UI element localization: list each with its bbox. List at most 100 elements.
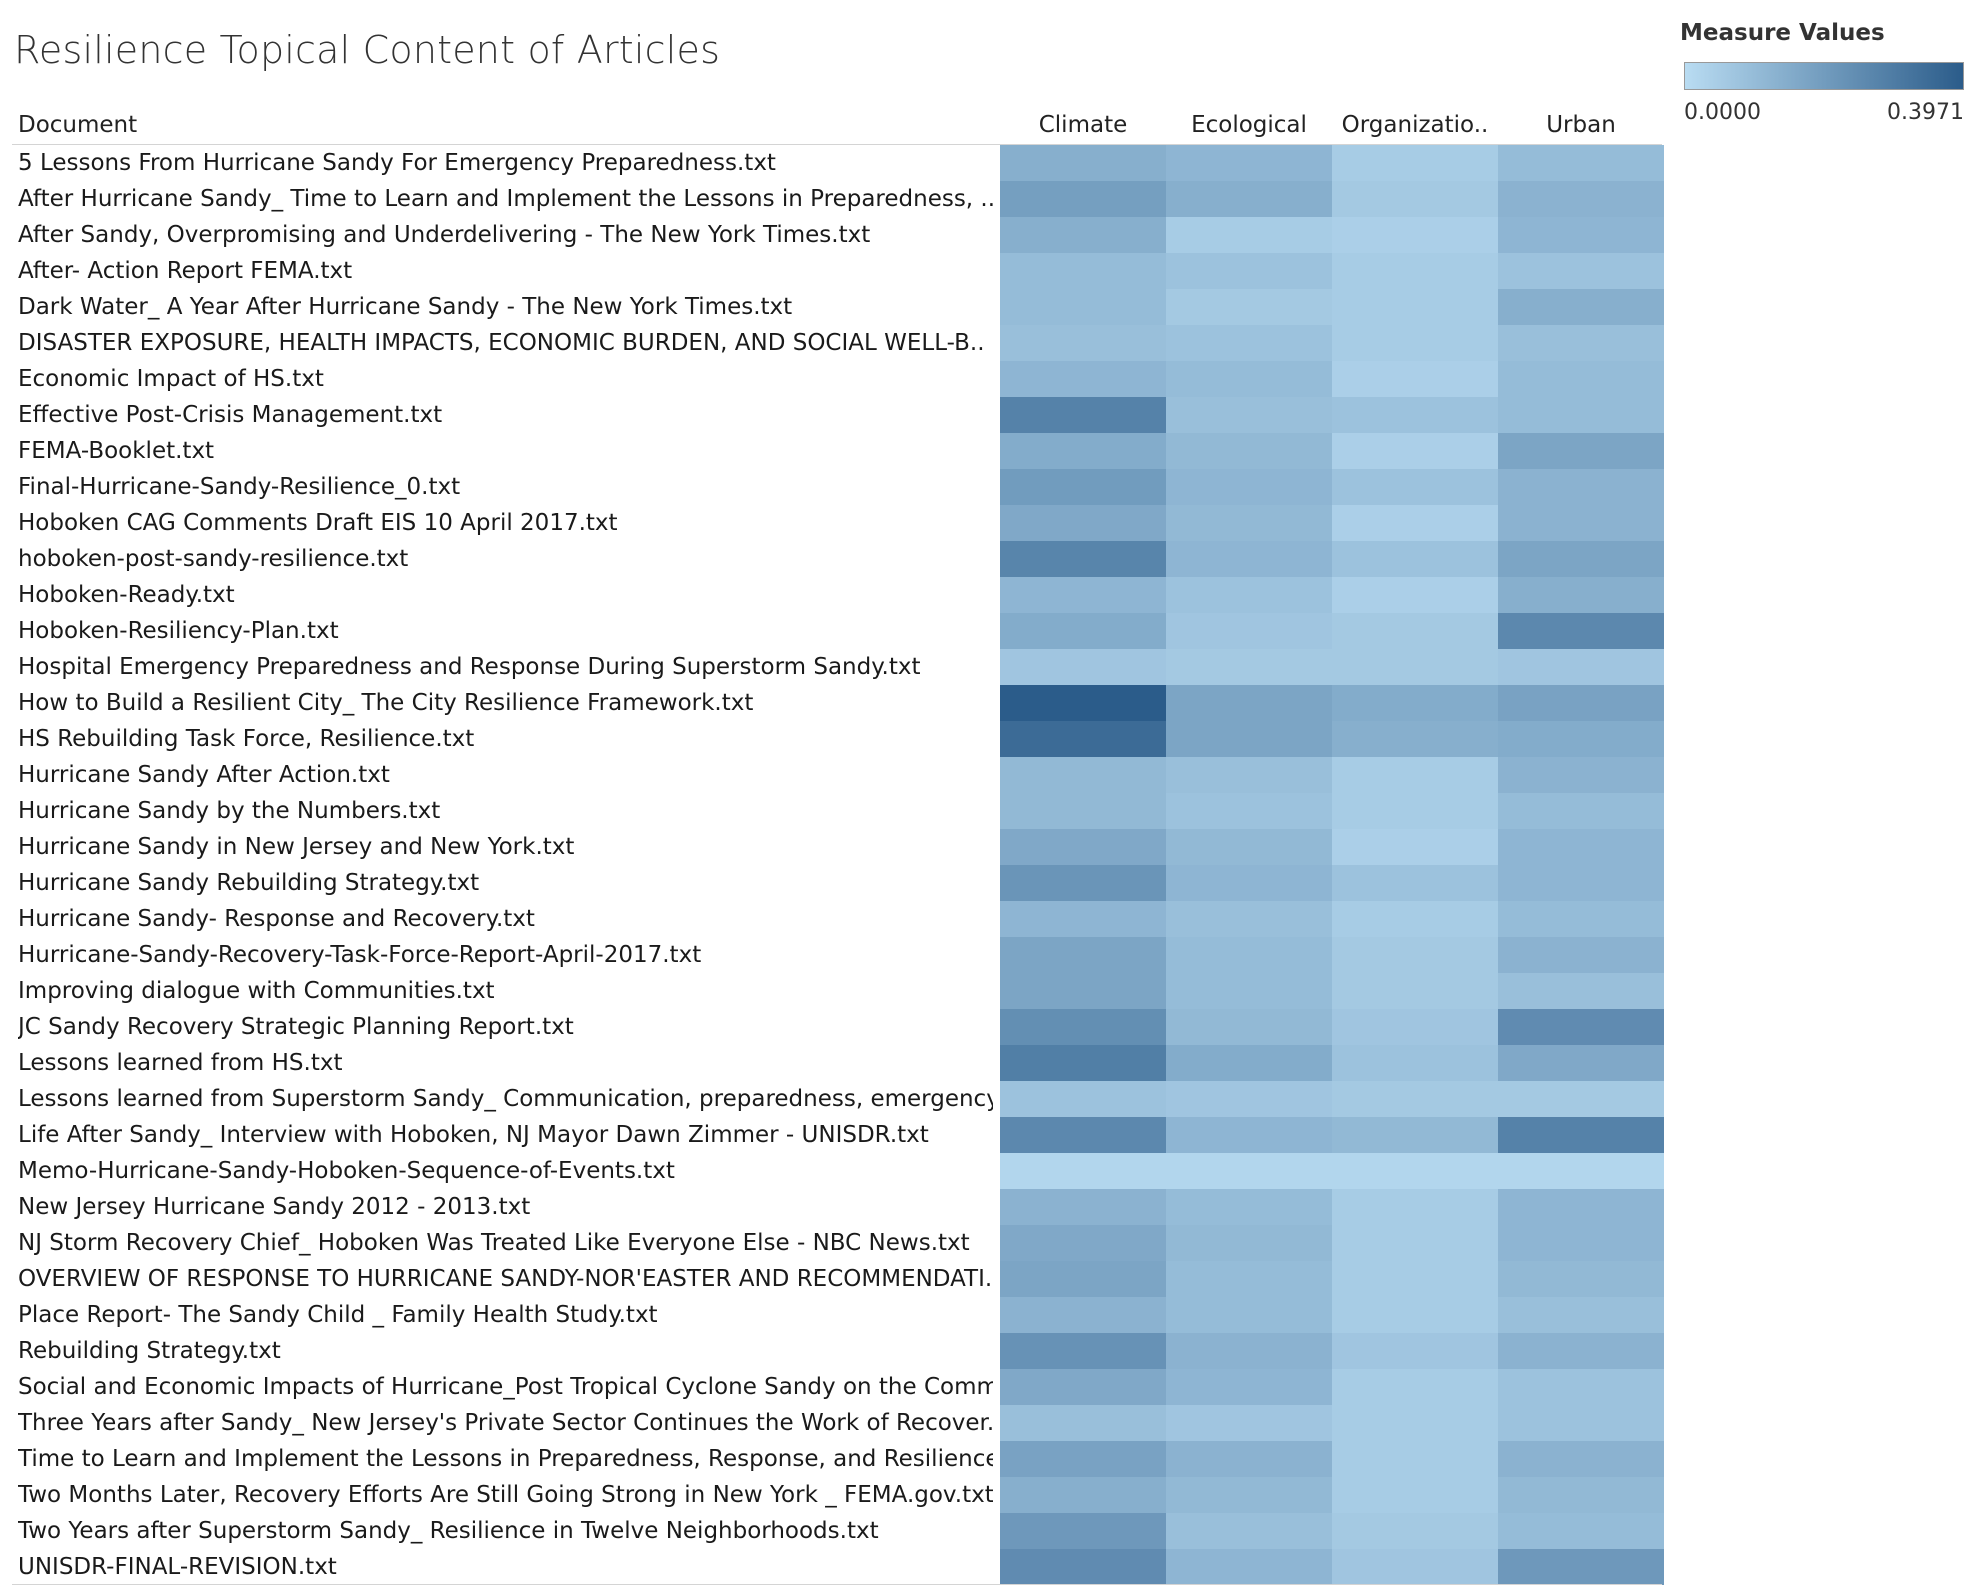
heatmap-cell[interactable] xyxy=(1332,1261,1498,1297)
heatmap-cell[interactable] xyxy=(1332,1117,1498,1153)
heatmap-cell[interactable] xyxy=(1166,1441,1332,1477)
heatmap-cell[interactable] xyxy=(1332,1189,1498,1225)
heatmap-cell[interactable] xyxy=(1332,937,1498,973)
heatmap-cell[interactable] xyxy=(1332,577,1498,613)
heatmap-cell[interactable] xyxy=(1332,469,1498,505)
heatmap-cell[interactable] xyxy=(1166,1369,1332,1405)
heatmap-cell[interactable] xyxy=(1498,1405,1664,1441)
heatmap-cell[interactable] xyxy=(1332,649,1498,685)
heatmap-cell[interactable] xyxy=(1166,973,1332,1009)
heatmap-cell[interactable] xyxy=(1332,361,1498,397)
heatmap-cell[interactable] xyxy=(1332,1153,1498,1189)
heatmap-cell[interactable] xyxy=(1000,1549,1166,1585)
heatmap-cell[interactable] xyxy=(1166,1297,1332,1333)
heatmap-cell[interactable] xyxy=(1498,1117,1664,1153)
heatmap-cell[interactable] xyxy=(1166,1513,1332,1549)
heatmap-cell[interactable] xyxy=(1166,505,1332,541)
heatmap-cell[interactable] xyxy=(1332,253,1498,289)
heatmap-cell[interactable] xyxy=(1166,865,1332,901)
heatmap-cell[interactable] xyxy=(1332,865,1498,901)
heatmap-cell[interactable] xyxy=(1332,901,1498,937)
heatmap-cell[interactable] xyxy=(1000,1513,1166,1549)
heatmap-cell[interactable] xyxy=(1000,1369,1166,1405)
heatmap-cell[interactable] xyxy=(1166,1081,1332,1117)
heatmap-cell[interactable] xyxy=(1498,433,1664,469)
heatmap-cell[interactable] xyxy=(1498,1045,1664,1081)
heatmap-cell[interactable] xyxy=(1498,145,1664,181)
heatmap-cell[interactable] xyxy=(1000,1441,1166,1477)
heatmap-cell[interactable] xyxy=(1000,1189,1166,1225)
heatmap-cell[interactable] xyxy=(1332,1549,1498,1585)
heatmap-cell[interactable] xyxy=(1332,505,1498,541)
heatmap-cell[interactable] xyxy=(1166,1477,1332,1513)
heatmap-cell[interactable] xyxy=(1498,973,1664,1009)
heatmap-cell[interactable] xyxy=(1000,1405,1166,1441)
heatmap-cell[interactable] xyxy=(1498,649,1664,685)
heatmap-cell[interactable] xyxy=(1166,757,1332,793)
heatmap-cell[interactable] xyxy=(1332,433,1498,469)
heatmap-cell[interactable] xyxy=(1000,793,1166,829)
heatmap-cell[interactable] xyxy=(1498,829,1664,865)
heatmap-cell[interactable] xyxy=(1000,181,1166,217)
heatmap-cell[interactable] xyxy=(1498,397,1664,433)
heatmap-cell[interactable] xyxy=(1000,1261,1166,1297)
heatmap-cell[interactable] xyxy=(1000,937,1166,973)
heatmap-cell[interactable] xyxy=(1000,1333,1166,1369)
heatmap-cell[interactable] xyxy=(1498,1189,1664,1225)
heatmap-cell[interactable] xyxy=(1498,1081,1664,1117)
heatmap-cell[interactable] xyxy=(1166,289,1332,325)
heatmap-cell[interactable] xyxy=(1000,1117,1166,1153)
heatmap-cell[interactable] xyxy=(1498,469,1664,505)
heatmap-cell[interactable] xyxy=(1498,937,1664,973)
heatmap-cell[interactable] xyxy=(1498,757,1664,793)
heatmap-cell[interactable] xyxy=(1332,793,1498,829)
heatmap-cell[interactable] xyxy=(1498,253,1664,289)
heatmap-cell[interactable] xyxy=(1332,1297,1498,1333)
heatmap-cell[interactable] xyxy=(1332,1045,1498,1081)
heatmap-cell[interactable] xyxy=(1000,1153,1166,1189)
heatmap-cell[interactable] xyxy=(1332,1405,1498,1441)
heatmap-cell[interactable] xyxy=(1332,145,1498,181)
heatmap-cell[interactable] xyxy=(1166,901,1332,937)
heatmap-cell[interactable] xyxy=(1166,1117,1332,1153)
heatmap-cell[interactable] xyxy=(1332,541,1498,577)
heatmap-cell[interactable] xyxy=(1166,613,1332,649)
heatmap-cell[interactable] xyxy=(1498,541,1664,577)
heatmap-cell[interactable] xyxy=(1332,1513,1498,1549)
heatmap-cell[interactable] xyxy=(1332,685,1498,721)
heatmap-cell[interactable] xyxy=(1498,181,1664,217)
heatmap-cell[interactable] xyxy=(1166,1549,1332,1585)
heatmap-cell[interactable] xyxy=(1000,433,1166,469)
heatmap-cell[interactable] xyxy=(1166,685,1332,721)
heatmap-cell[interactable] xyxy=(1000,289,1166,325)
heatmap-cell[interactable] xyxy=(1166,253,1332,289)
heatmap-cell[interactable] xyxy=(1166,829,1332,865)
heatmap-cell[interactable] xyxy=(1000,829,1166,865)
heatmap-cell[interactable] xyxy=(1166,469,1332,505)
heatmap-cell[interactable] xyxy=(1498,1441,1664,1477)
heatmap-cell[interactable] xyxy=(1000,469,1166,505)
heatmap-cell[interactable] xyxy=(1000,1009,1166,1045)
heatmap-cell[interactable] xyxy=(1000,649,1166,685)
heatmap-cell[interactable] xyxy=(1000,1081,1166,1117)
heatmap-cell[interactable] xyxy=(1166,397,1332,433)
heatmap-cell[interactable] xyxy=(1166,361,1332,397)
heatmap-cell[interactable] xyxy=(1166,649,1332,685)
heatmap-cell[interactable] xyxy=(1498,1225,1664,1261)
heatmap-cell[interactable] xyxy=(1166,793,1332,829)
heatmap-cell[interactable] xyxy=(1000,253,1166,289)
heatmap-cell[interactable] xyxy=(1166,577,1332,613)
heatmap-cell[interactable] xyxy=(1000,757,1166,793)
heatmap-cell[interactable] xyxy=(1000,973,1166,1009)
heatmap-cell[interactable] xyxy=(1498,325,1664,361)
heatmap-cell[interactable] xyxy=(1332,1477,1498,1513)
heatmap-cell[interactable] xyxy=(1166,1045,1332,1081)
heatmap-cell[interactable] xyxy=(1498,1333,1664,1369)
heatmap-cell[interactable] xyxy=(1000,1297,1166,1333)
heatmap-cell[interactable] xyxy=(1000,901,1166,937)
heatmap-cell[interactable] xyxy=(1166,1009,1332,1045)
heatmap-cell[interactable] xyxy=(1498,577,1664,613)
heatmap-cell[interactable] xyxy=(1332,325,1498,361)
heatmap-cell[interactable] xyxy=(1000,505,1166,541)
heatmap-cell[interactable] xyxy=(1166,1261,1332,1297)
